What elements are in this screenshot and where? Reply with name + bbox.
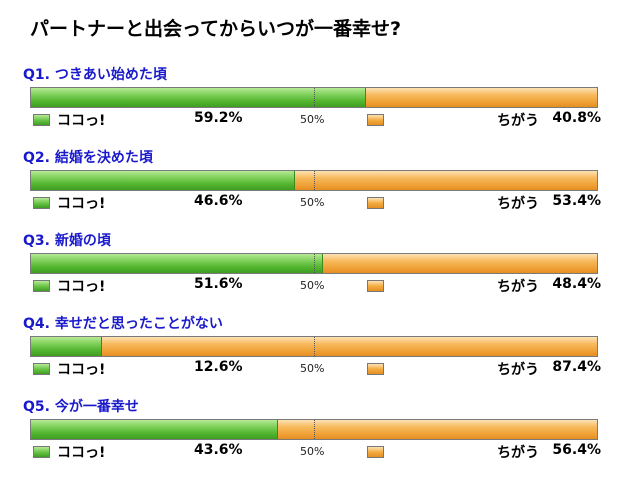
- yes-label: ココっ!: [57, 279, 106, 295]
- result-legend: ココっ! 59.2% 50% ちがう 40.8%: [0, 110, 626, 130]
- no-label: ちがう: [497, 362, 539, 378]
- question-1: Q1. つきあい始めた頃ココっ! 59.2% 50% ちがう 40.8%: [0, 64, 626, 146]
- question-5: Q5. 今が一番幸せ ココっ! 43.6% 50% ちがう 56.4%: [0, 396, 626, 478]
- question-label: Q2. 結婚を決めた頃: [23, 150, 153, 166]
- bar-yes-segment: [31, 88, 366, 107]
- yes-percent: 46.6%: [194, 193, 243, 209]
- question-4: Q4. 幸せだと思ったことがないココっ! 12.6% 50% ちがう 87.4%: [0, 313, 626, 395]
- question-label: Q3. 新婚の頃: [23, 233, 111, 249]
- bar-no-segment: [102, 337, 597, 356]
- yes-label: ココっ!: [57, 196, 106, 212]
- no-percent: 48.4%: [552, 276, 601, 292]
- question-label: Q5. 今が一番幸せ: [23, 399, 139, 415]
- result-bar: [30, 253, 598, 274]
- yes-label: ココっ!: [57, 362, 106, 378]
- bar-no-segment: [278, 420, 597, 439]
- yes-percent: 51.6%: [194, 276, 243, 292]
- result-bar: [30, 170, 598, 191]
- no-percent: 87.4%: [552, 359, 601, 375]
- yes-percent: 59.2%: [194, 110, 243, 126]
- yes-label: ココっ!: [57, 113, 106, 129]
- bar-no-segment: [366, 88, 597, 107]
- result-bar: [30, 336, 598, 357]
- no-swatch-icon: [367, 280, 384, 292]
- bar-yes-segment: [31, 337, 102, 356]
- no-percent: 56.4%: [552, 442, 601, 458]
- result-legend: ココっ! 51.6% 50% ちがう 48.4%: [0, 276, 626, 296]
- no-percent: 40.8%: [552, 110, 601, 126]
- bar-no-segment: [295, 171, 597, 190]
- bar-yes-segment: [31, 171, 295, 190]
- midpoint-label: 50%: [300, 113, 325, 126]
- no-swatch-icon: [367, 446, 384, 458]
- result-bar: [30, 87, 598, 108]
- question-3: Q3. 新婚の頃ココっ! 51.6% 50% ちがう 48.4%: [0, 230, 626, 312]
- midpoint-line: [314, 171, 315, 190]
- question-label: Q4. 幸せだと思ったことがない: [23, 316, 223, 332]
- no-label: ちがう: [497, 196, 539, 212]
- midpoint-line: [314, 337, 315, 356]
- midpoint-line: [314, 420, 315, 439]
- result-legend: ココっ! 43.6% 50% ちがう 56.4%: [0, 442, 626, 462]
- no-label: ちがう: [497, 445, 539, 461]
- midpoint-line: [314, 254, 315, 273]
- midpoint-label: 50%: [300, 445, 325, 458]
- bar-yes-segment: [31, 420, 278, 439]
- yes-swatch-icon: [33, 197, 50, 209]
- midpoint-line: [314, 88, 315, 107]
- result-bar: [30, 419, 598, 440]
- yes-swatch-icon: [33, 446, 50, 458]
- question-2: Q2. 結婚を決めた頃ココっ! 46.6% 50% ちがう 53.4%: [0, 147, 626, 229]
- question-label: Q1. つきあい始めた頃: [23, 67, 167, 83]
- bar-yes-segment: [31, 254, 323, 273]
- no-swatch-icon: [367, 114, 384, 126]
- no-label: ちがう: [497, 279, 539, 295]
- midpoint-label: 50%: [300, 279, 325, 292]
- result-legend: ココっ! 46.6% 50% ちがう 53.4%: [0, 193, 626, 213]
- bar-no-segment: [323, 254, 597, 273]
- yes-swatch-icon: [33, 114, 50, 126]
- midpoint-label: 50%: [300, 196, 325, 209]
- yes-swatch-icon: [33, 280, 50, 292]
- yes-percent: 43.6%: [194, 442, 243, 458]
- no-percent: 53.4%: [552, 193, 601, 209]
- page-title: パートナーと出会ってからいつが一番幸せ?: [30, 18, 402, 40]
- no-label: ちがう: [497, 113, 539, 129]
- yes-percent: 12.6%: [194, 359, 243, 375]
- result-legend: ココっ! 12.6% 50% ちがう 87.4%: [0, 359, 626, 379]
- no-swatch-icon: [367, 363, 384, 375]
- no-swatch-icon: [367, 197, 384, 209]
- midpoint-label: 50%: [300, 362, 325, 375]
- yes-label: ココっ!: [57, 445, 106, 461]
- yes-swatch-icon: [33, 363, 50, 375]
